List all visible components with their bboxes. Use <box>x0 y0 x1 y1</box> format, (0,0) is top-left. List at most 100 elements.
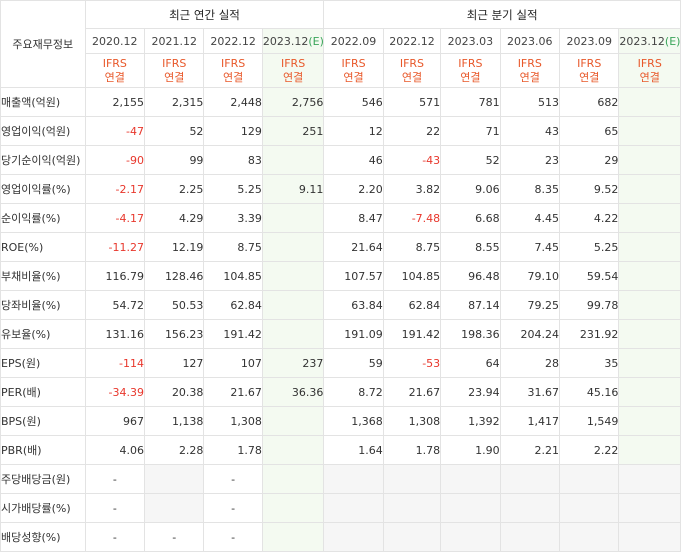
value-cell: 9.52 <box>558 174 620 204</box>
value-cell: 1,308 <box>382 406 442 436</box>
ifrs-label: IFRS <box>458 56 483 70</box>
table-row: 시가배당률(%) - - <box>0 493 681 523</box>
value-cell: 59.54 <box>558 261 620 291</box>
value-cell: 22 <box>382 116 442 146</box>
value-cell: 99.78 <box>558 290 620 320</box>
value-cell: 191.09 <box>323 319 384 349</box>
value-cell: 23 <box>499 145 561 175</box>
value-cell: 50.53 <box>144 290 205 320</box>
value-cell: 8.75 <box>203 232 263 262</box>
value-cell <box>558 522 620 552</box>
value-cell: 967 <box>84 406 146 436</box>
value-cell <box>261 261 325 291</box>
value-cell: 1.64 <box>323 435 384 465</box>
value-cell <box>440 464 501 494</box>
value-cell: 65 <box>558 116 620 146</box>
ifrs-consolidated-label: IFRS 연결 <box>323 53 384 88</box>
value-cell: 31.67 <box>499 377 561 407</box>
value-cell: 6.68 <box>440 203 501 233</box>
value-cell: 231.92 <box>558 319 620 349</box>
consolidated-label: 연결 <box>460 70 481 84</box>
consolidated-label: 연결 <box>519 70 540 84</box>
period-header: 2022.09 <box>323 28 384 54</box>
value-cell: 8.72 <box>323 377 384 407</box>
value-cell: 116.79 <box>84 261 146 291</box>
row-label: EPS(원) <box>0 348 86 378</box>
period-label: 2023.03 <box>447 34 494 48</box>
value-cell: 3.82 <box>382 174 442 204</box>
value-cell <box>618 348 681 378</box>
table-row: BPS(원) 967 1,138 1,308 1,368 1,308 1,392 1,417 1… <box>0 406 681 436</box>
value-cell: - <box>203 493 263 523</box>
value-cell: 4.45 <box>499 203 561 233</box>
value-cell: 2.22 <box>558 435 620 465</box>
value-cell: 191.42 <box>203 319 263 349</box>
value-cell: 2,315 <box>144 87 205 117</box>
value-cell: 204.24 <box>499 319 561 349</box>
ifrs-label: IFRS <box>517 56 542 70</box>
row-label: PER(배) <box>0 377 86 407</box>
value-cell: -34.39 <box>84 377 146 407</box>
value-cell <box>382 464 442 494</box>
value-cell: 1,368 <box>323 406 384 436</box>
value-cell <box>261 522 325 552</box>
value-cell <box>440 493 501 523</box>
value-cell <box>618 464 681 494</box>
value-cell <box>618 290 681 320</box>
value-cell: 43 <box>499 116 561 146</box>
consolidated-label: 연결 <box>223 70 244 84</box>
value-cell <box>261 145 325 175</box>
row-label: 매출액(억원) <box>0 87 86 117</box>
value-cell <box>323 522 384 552</box>
consolidated-label: 연결 <box>104 70 125 84</box>
value-cell <box>261 203 325 233</box>
value-cell: -114 <box>84 348 146 378</box>
value-cell: 104.85 <box>382 261 442 291</box>
estimate-mark: (E) <box>664 34 681 48</box>
value-cell <box>618 435 681 465</box>
ifrs-label: IFRS <box>341 56 366 70</box>
value-cell: 29 <box>558 145 620 175</box>
corner-header: 주요재무정보 <box>0 0 86 88</box>
value-cell: 79.10 <box>499 261 561 291</box>
period-header: 2021.12 <box>144 28 205 54</box>
period-header: 2023.06 <box>499 28 561 54</box>
value-cell <box>261 464 325 494</box>
value-cell: 129 <box>203 116 263 146</box>
value-cell: 546 <box>323 87 384 117</box>
row-label: BPS(원) <box>0 406 86 436</box>
table-row: 유보율(%) 131.16 156.23 191.42 191.09 191.42 198.… <box>0 319 681 349</box>
table-row: 순이익률(%) -4.17 4.29 3.39 8.47 -7.48 6.68 4.45 4.2… <box>0 203 681 233</box>
value-cell: 251 <box>261 116 325 146</box>
value-cell: 2.20 <box>323 174 384 204</box>
period-label: 2022.12 <box>389 34 435 48</box>
value-cell <box>618 406 681 436</box>
consolidated-label: 연결 <box>401 70 423 84</box>
ifrs-consolidated-label: IFRS 연결 <box>618 53 681 88</box>
value-cell <box>618 522 681 552</box>
value-cell: 571 <box>382 87 442 117</box>
value-cell <box>261 493 325 523</box>
value-cell <box>618 319 681 349</box>
period-header: 2023.12(E) <box>618 28 681 54</box>
value-cell: 21.64 <box>323 232 384 262</box>
value-cell: 1,308 <box>203 406 263 436</box>
value-cell: 1.90 <box>440 435 501 465</box>
period-header: 2023.03 <box>440 28 501 54</box>
value-cell: 3.39 <box>203 203 263 233</box>
value-cell <box>618 87 681 117</box>
ifrs-label: IFRS <box>162 56 187 70</box>
row-label: 영업이익(억원) <box>0 116 86 146</box>
value-cell <box>558 493 620 523</box>
value-cell <box>261 435 325 465</box>
period-header: 2022.12 <box>203 28 263 54</box>
row-label: PBR(배) <box>0 435 86 465</box>
value-cell: 45.16 <box>558 377 620 407</box>
value-cell <box>261 319 325 349</box>
table-row: PER(배) -34.39 20.38 21.67 36.36 8.72 21.67 23.9… <box>0 377 681 407</box>
period-label: 2023.06 <box>507 34 553 48</box>
value-cell: 1,138 <box>144 406 205 436</box>
row-label: 유보율(%) <box>0 319 86 349</box>
ifrs-label: IFRS <box>577 56 602 70</box>
value-cell: 20.38 <box>144 377 205 407</box>
